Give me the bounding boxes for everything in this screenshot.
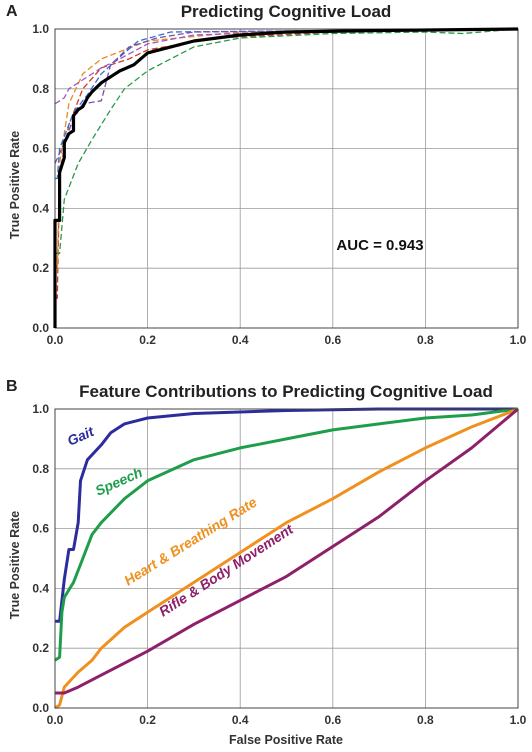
- x-tick-label: 0.6: [324, 333, 341, 347]
- panel-a-letter: A: [6, 3, 18, 20]
- y-tick-label: 0.2: [32, 261, 49, 275]
- panel-a-title: Predicting Cognitive Load: [181, 2, 392, 21]
- series-line-6: [55, 28, 519, 254]
- plot-background: [55, 29, 518, 328]
- x-tick-label: 0.2: [139, 713, 156, 727]
- y-tick-label: 0.8: [32, 462, 49, 476]
- y-tick-label: 0.0: [32, 321, 49, 335]
- plot-frame: [54, 408, 519, 709]
- y-tick-label: 0.6: [32, 142, 49, 156]
- panel-a-plot-area: 0.0 0.2 0.4 0.6 0.8 1.0 0.0 0.2 0.4 0.6 0.8 1.0: [32, 22, 526, 347]
- y-tick-label: 0.0: [32, 701, 49, 715]
- y-tick-label: 1.0: [32, 402, 49, 416]
- y-tick-label: 1.0: [32, 22, 49, 36]
- x-tick-label: 0.0: [47, 333, 64, 347]
- panel-a: A Predicting Cognitive Load 0.0 0.2 0.4 0.6…: [6, 2, 527, 347]
- series-line-0: [53, 27, 519, 328]
- y-tick-label: 0.4: [32, 201, 49, 215]
- x-tick-label: 0.4: [232, 713, 249, 727]
- x-tick-label: 0.0: [47, 713, 64, 727]
- series-line-4: [55, 28, 519, 180]
- auc-annotation: AUC = 0.943: [336, 237, 423, 254]
- y-tick-label: 0.8: [32, 82, 49, 96]
- panel-b-x-axis-label: False Positive Rate: [229, 733, 343, 747]
- panel-b-plot-area: 0.0 0.2 0.4 0.6 0.8 1.0 0.0 0.2 0.4 0.6 0.8 1.0: [32, 402, 526, 727]
- x-tick-label: 0.2: [139, 333, 156, 347]
- plot-frame: [54, 28, 519, 329]
- panel-a-y-axis-label: True Positive Rate: [8, 131, 22, 239]
- x-tick-label: 0.8: [417, 713, 434, 727]
- x-tick-label: 1.0: [510, 713, 527, 727]
- series-line-5: [54, 28, 519, 164]
- y-tick-label: 0.2: [32, 641, 49, 655]
- panel-b: B Feature Contributions to Predicting Co…: [6, 378, 527, 747]
- series-line-heart-breathing-rate: [54, 407, 519, 710]
- series-line-rifle-body-movement: [55, 407, 519, 695]
- panel-b-y-axis-label: True Positive Rate: [8, 511, 22, 619]
- y-tick-label: 0.4: [32, 581, 49, 595]
- y-tick-label: 0.6: [32, 522, 49, 536]
- x-tick-label: 0.6: [324, 713, 341, 727]
- series-line-speech: [54, 407, 519, 662]
- panel-b-letter: B: [6, 378, 18, 395]
- x-tick-label: 1.0: [510, 333, 527, 347]
- x-tick-label: 0.4: [232, 333, 249, 347]
- series-line-gait: [55, 407, 518, 623]
- panel-b-title: Feature Contributions to Predicting Cogn…: [79, 382, 493, 401]
- x-tick-label: 0.8: [417, 333, 434, 347]
